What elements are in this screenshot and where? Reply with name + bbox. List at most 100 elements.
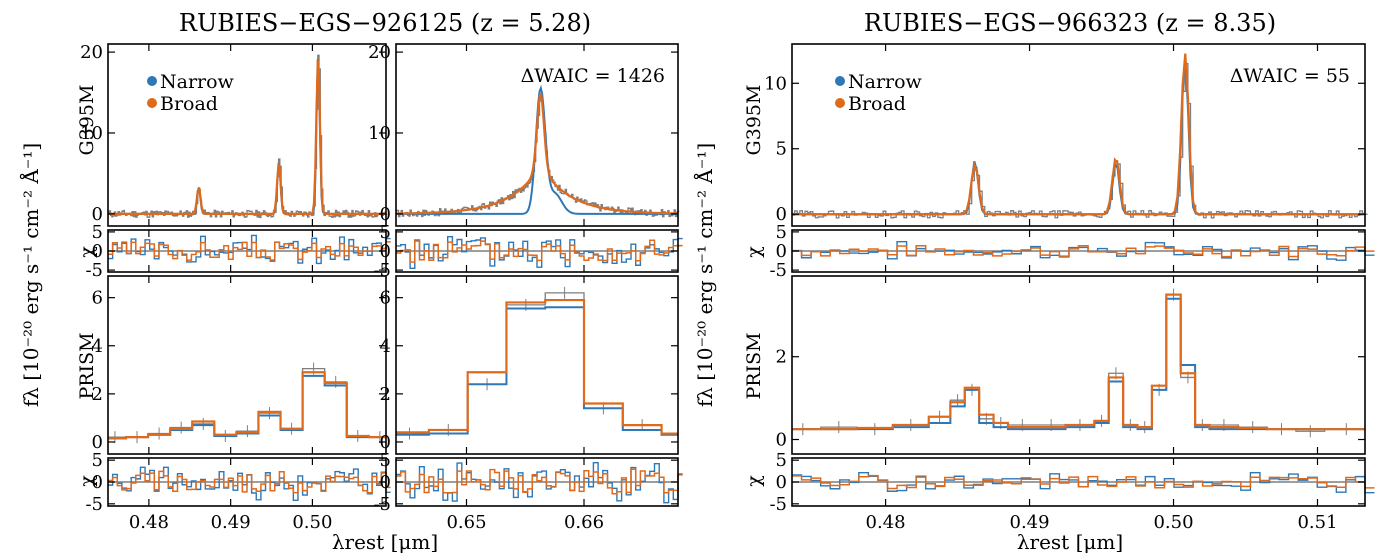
g395m-966323-frame [791, 43, 1366, 227]
g395m-966323-ytick-label: 0 [776, 204, 787, 225]
chi-prism-926125-hb-ytick-label: 5 [92, 450, 103, 471]
prism-label-left: PRISM [76, 332, 98, 399]
g395m-926125-ha-broad-series [395, 92, 679, 215]
chi-g395m-926125-hb-ytick-label: 0 [92, 241, 103, 262]
chi-prism-966323-broad-residual [792, 474, 1375, 490]
chi-prism-926125-ha-ytick-label: 0 [380, 472, 391, 493]
chi-g395m-926125-ha-narrow-residual [396, 235, 683, 270]
waic-right: ΔWAIC = 55 [1230, 65, 1350, 87]
g395m-label-right: G395M [743, 85, 765, 156]
title-right: RUBIES−EGS−966323 (z = 8.35) [864, 9, 1276, 37]
title-left: RUBIES−EGS−926125 (z = 5.28) [179, 9, 591, 37]
chi-prism-966323-ytick-label: 0 [776, 472, 787, 493]
chi-prism-926125-ha-broad-residual [396, 468, 683, 495]
g395m-926125-hb-ytick-label: 0 [92, 204, 103, 225]
legend-narrow-label: Narrow [848, 71, 923, 93]
chi-g395m-966323-narrow-residual [792, 240, 1375, 261]
legend-broad-label: Broad [160, 93, 218, 115]
chi-label-2: χ [76, 475, 98, 487]
prism-966323-ytick-label: 2 [776, 347, 787, 368]
prism-966323-narrow-series [792, 297, 1365, 431]
prism-966323-broad-series [792, 293, 1365, 431]
chi-prism-966323-ytick-label: -5 [769, 494, 787, 515]
chi-prism-926125-ha-ytick-label: -5 [373, 494, 391, 515]
chi-prism-966323-ytick-label: 5 [776, 450, 787, 471]
prism-926125-ha-ytick-label: 4 [380, 336, 391, 357]
chi-prism-966323-xtick-label: 0.49 [1010, 512, 1050, 533]
chi-g395m-966323-ytick-label: -5 [769, 260, 787, 281]
prism-label-right: PRISM [743, 332, 765, 399]
chi-g395m-926125-ha-ytick-label: -5 [373, 260, 391, 281]
g395m-966323-broad-series [792, 53, 1365, 216]
chi-g395m-926125-hb-narrow-residual [108, 234, 391, 265]
g395m-926125-ha-frame [395, 43, 679, 227]
prism-926125-ha-frame [395, 275, 679, 455]
prism-926125-hb-broad-series [108, 371, 386, 440]
g395m-926125-ha-ytick-label: 0 [380, 204, 391, 225]
legend-broad-label: Broad [848, 93, 906, 115]
legend-narrow-label: Narrow [160, 71, 235, 93]
prism-926125-ha-narrow-series [396, 306, 678, 436]
prism-966323-ytick-label: 0 [776, 430, 787, 451]
ylabel-right: fλ [10⁻²⁰ erg s⁻¹ cm⁻² Å⁻¹] [692, 143, 717, 407]
chi-prism-926125-ha-ytick-label: 5 [380, 450, 391, 471]
legend-narrow-marker [147, 76, 157, 86]
chi-label-4: χ [743, 475, 765, 487]
legend-broad-marker [147, 98, 157, 108]
chi-prism-926125-hb-ytick-label: -5 [85, 494, 103, 515]
g395m-926125-hb-ytick-label: 20 [80, 42, 103, 63]
legend-broad-marker [835, 98, 845, 108]
g395m-926125-hb-ytick-label: 10 [80, 123, 103, 144]
prism-966323-frame [791, 275, 1366, 455]
chi-prism-926125-ha-xtick-label: 0.66 [564, 512, 604, 533]
prism-926125-ha-ytick-label: 6 [380, 288, 391, 309]
legend-right: Narrow Broad [835, 71, 923, 115]
prism-966323-data-series [792, 293, 1365, 432]
chi-prism-926125-ha-xtick-label: 0.65 [446, 512, 486, 533]
g395m-926125-ha-narrow-series [396, 84, 678, 215]
chi-prism-966323-xtick-label: 0.48 [866, 512, 906, 533]
chi-prism-926125-ha-narrow-residual [396, 462, 683, 504]
chi-prism-966323-xtick-label: 0.50 [1153, 512, 1193, 533]
prism-926125-hb-ytick-label: 4 [92, 336, 103, 357]
prism-926125-hb-frame [107, 275, 387, 455]
g395m-label-left: G395M [76, 85, 98, 156]
chi-g395m-926125-ha-ytick-label: 5 [380, 222, 391, 243]
legend-left: Narrow Broad [147, 71, 235, 115]
prism-926125-ha-broad-series [396, 298, 678, 435]
chi-prism-966323-xtick-label: 0.51 [1297, 512, 1337, 533]
prism-926125-ha-ytick-label: 0 [380, 432, 391, 453]
chi-g395m-966323-broad-residual [792, 245, 1375, 258]
prism-926125-ha-data-series [396, 292, 678, 435]
prism-926125-hb-ytick-label: 6 [92, 288, 103, 309]
xlabel-right: λrest [μm] [1017, 530, 1123, 553]
chi-label-3: χ [743, 246, 765, 258]
chi-g395m-966323-ytick-label: 5 [776, 222, 787, 243]
chi-label-1: χ [76, 246, 98, 258]
chi-prism-926125-hb-broad-residual [108, 470, 391, 494]
chi-prism-926125-hb-ytick-label: 0 [92, 472, 103, 493]
g395m-926125-hb-broad-series [108, 60, 386, 215]
chi-prism-926125-hb-xtick-label: 0.48 [129, 512, 169, 533]
legend-narrow-marker [835, 76, 845, 86]
chi-prism-926125-hb-narrow-residual [108, 466, 391, 501]
chi-prism-926125-hb-xtick-label: 0.50 [292, 512, 332, 533]
chi-g395m-926125-ha-ytick-label: 0 [380, 241, 391, 262]
prism-926125-hb-ytick-label: 2 [92, 384, 103, 405]
chi-g395m-926125-ha-broad-residual [396, 239, 683, 263]
g395m-926125-ha-ytick-label: 10 [368, 123, 391, 144]
ylabel-left: fλ [10⁻²⁰ erg s⁻¹ cm⁻² Å⁻¹] [18, 143, 43, 407]
waic-left: ΔWAIC = 1426 [521, 65, 665, 87]
chi-g395m-926125-hb-ytick-label: 5 [92, 222, 103, 243]
chi-g395m-926125-hb-broad-residual [108, 241, 391, 261]
chi-g395m-966323-ytick-label: 0 [776, 241, 787, 262]
prism-926125-hb-ytick-label: 0 [92, 432, 103, 453]
g395m-926125-hb-frame [107, 43, 387, 227]
prism-926125-ha-ytick-label: 2 [380, 384, 391, 405]
xlabel-left: λrest [μm] [332, 530, 438, 553]
chi-prism-926125-hb-xtick-label: 0.49 [211, 512, 251, 533]
chi-g395m-926125-hb-ytick-label: -5 [85, 260, 103, 281]
g395m-966323-ytick-label: 5 [776, 139, 787, 160]
g395m-966323-ytick-label: 10 [764, 73, 787, 94]
